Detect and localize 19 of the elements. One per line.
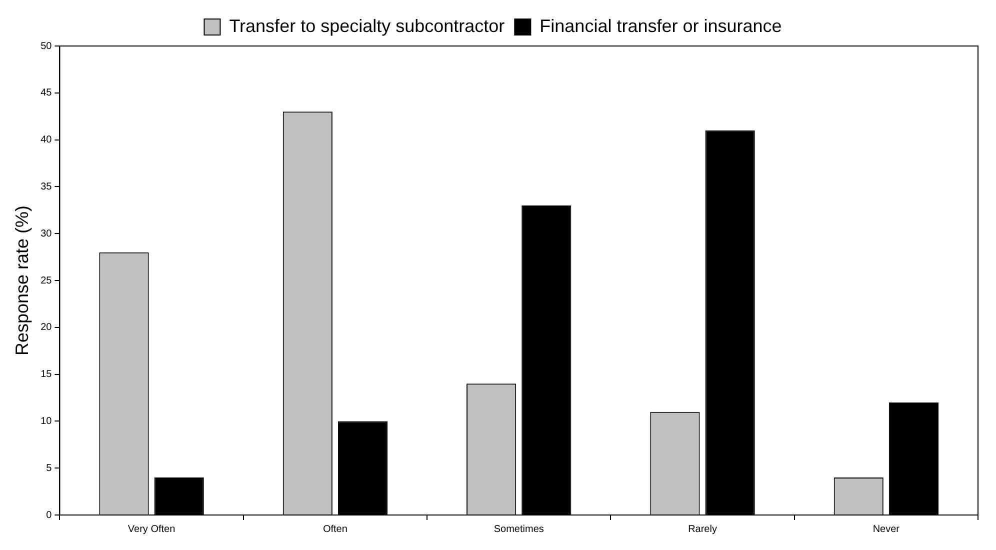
y-tick-label: 10 xyxy=(40,416,52,427)
y-tick-label: 30 xyxy=(40,228,52,240)
legend-label: Financial transfer or insurance xyxy=(540,16,782,36)
y-tick-label: 45 xyxy=(40,88,52,99)
x-tick-label: Often xyxy=(322,524,348,535)
y-tick-label: 15 xyxy=(40,369,52,380)
y-tick-label: 35 xyxy=(40,181,52,192)
legend-label: Transfer to specialty subcontractor xyxy=(229,16,505,36)
x-tick-label: Rarely xyxy=(688,524,717,535)
y-tick-label: 40 xyxy=(40,134,52,146)
y-tick-label: 25 xyxy=(40,275,52,286)
x-tick-label: Very Often xyxy=(128,524,176,535)
y-axis-title: Response rate (%) xyxy=(12,205,32,356)
y-tick-label: 50 xyxy=(40,40,52,52)
y-tick-label: 5 xyxy=(46,462,52,474)
x-tick-label: Never xyxy=(872,524,900,535)
y-tick-label: 20 xyxy=(40,322,52,334)
y-tick-label: 0 xyxy=(46,510,52,521)
x-tick-label: Sometimes xyxy=(494,524,544,535)
